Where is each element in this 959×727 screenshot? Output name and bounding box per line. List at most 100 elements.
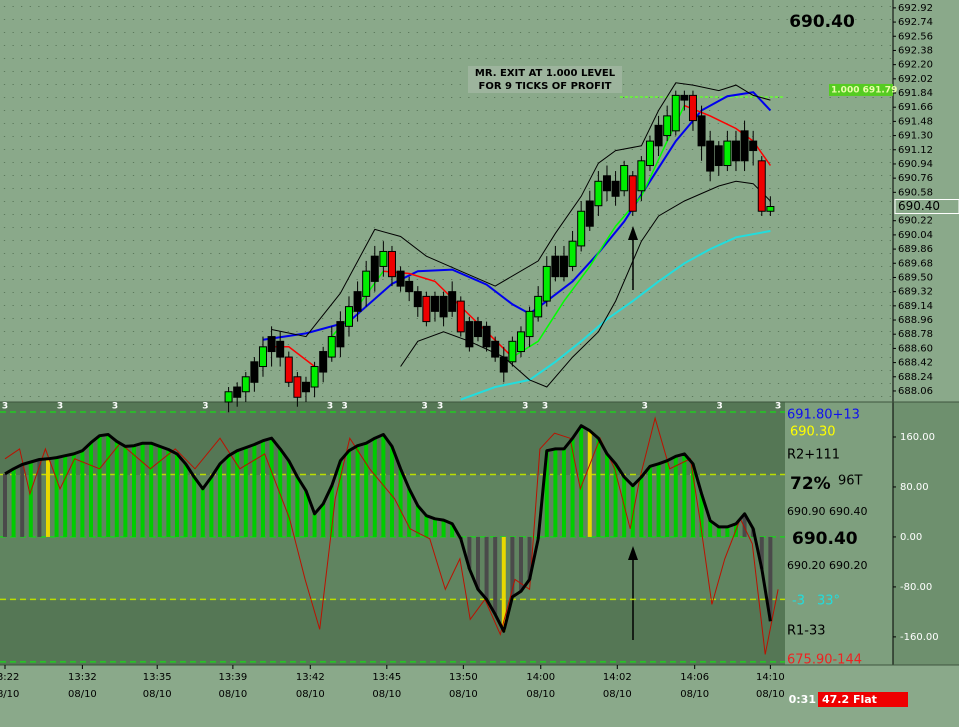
candle-body — [731, 140, 740, 162]
histogram-bar — [587, 430, 592, 537]
y-tick-label: 689.86 — [898, 244, 933, 255]
histogram-bar — [682, 453, 687, 537]
count-marker: 3 — [716, 402, 722, 412]
histogram-bar — [286, 460, 291, 537]
readout-s-price: 675.90-144 — [787, 653, 862, 668]
y-tick-label: 690.76 — [898, 173, 933, 184]
candle-body — [310, 366, 319, 388]
candle-body — [611, 180, 620, 197]
readout-r2-price: 691.80+13 — [787, 408, 860, 423]
candle-body — [568, 240, 577, 267]
candle-body — [465, 321, 474, 348]
oscillator-axis-panel — [893, 402, 959, 665]
histogram-bar — [759, 536, 764, 569]
candle-body — [250, 361, 259, 383]
histogram-bar — [346, 450, 351, 537]
y-tick-label: 692.20 — [898, 60, 933, 71]
histogram-bar — [252, 444, 257, 537]
y-tick-label: 688.06 — [898, 386, 933, 397]
histogram-bar — [372, 438, 377, 537]
histogram-bar — [424, 515, 429, 537]
candle-body — [413, 291, 422, 308]
candle-body — [706, 140, 715, 172]
histogram-bar — [71, 453, 76, 537]
y-tick-label: -80.00 — [900, 582, 932, 593]
candle-body — [439, 295, 448, 318]
candle-body — [749, 140, 758, 152]
x-tick-label: 13:22 — [0, 672, 19, 683]
histogram-bar — [518, 536, 523, 592]
y-tick-label: 690.22 — [898, 216, 933, 227]
histogram-bar — [441, 520, 446, 537]
histogram-bar — [690, 463, 695, 537]
histogram-bar — [768, 536, 773, 622]
histogram-bar — [407, 488, 412, 537]
histogram-bar — [527, 536, 532, 580]
histogram-bar — [725, 526, 730, 537]
histogram-bar — [647, 466, 652, 537]
count-marker: 3 — [202, 402, 208, 412]
candle-body — [301, 381, 310, 393]
histogram-bar — [553, 448, 558, 537]
readout-r1: R1-33 — [787, 624, 826, 639]
last-price-label: 690.40 — [898, 199, 940, 213]
count-marker: 3 — [2, 402, 8, 412]
histogram-bar — [123, 446, 128, 537]
histogram-bar — [131, 445, 136, 537]
candle-body — [284, 356, 293, 383]
y-tick-label: 688.24 — [898, 372, 933, 383]
x-tick-label: 13:50 — [449, 672, 478, 683]
readout-percent: 72% — [790, 474, 831, 494]
x-date-label: 08/10 — [526, 689, 555, 700]
histogram-bar — [510, 536, 515, 597]
y-tick-label: 691.30 — [898, 131, 933, 142]
histogram-bar — [140, 443, 145, 537]
histogram-bar — [312, 513, 317, 537]
readout-bid-ask: 690.90 690.40 — [787, 505, 867, 518]
candle-body — [559, 255, 568, 278]
histogram-bar — [20, 464, 25, 537]
histogram-bar — [493, 536, 498, 615]
candle-body — [430, 295, 439, 312]
y-tick-label: 691.48 — [898, 116, 933, 127]
histogram-bar — [364, 443, 369, 537]
candle-body — [620, 165, 629, 192]
candle-body — [336, 321, 345, 348]
histogram-bar — [114, 441, 119, 537]
exit-level-label: 1.000 691.79 — [831, 85, 897, 95]
histogram-bar — [398, 468, 403, 537]
histogram-bar — [226, 455, 231, 537]
x-date-label: 08/10 — [296, 689, 325, 700]
histogram-bar — [80, 450, 85, 537]
y-tick-label: 692.92 — [898, 3, 933, 14]
candle-body — [327, 336, 336, 358]
count-marker: 3 — [112, 402, 118, 412]
candle-body — [508, 340, 517, 363]
candle-body — [585, 200, 594, 227]
x-tick-label: 14:00 — [526, 672, 555, 683]
candle-body — [233, 386, 242, 398]
histogram-bar — [484, 536, 489, 600]
histogram-bar — [355, 445, 360, 537]
count-marker: 3 — [542, 402, 548, 412]
candle-body — [766, 206, 775, 212]
candle-body — [723, 140, 732, 167]
histogram-bar — [28, 461, 33, 537]
readout-r2: R2+111 — [787, 448, 840, 463]
x-date-label: 08/10 — [0, 689, 19, 700]
histogram-bar — [269, 438, 274, 537]
candle-body — [654, 124, 663, 147]
x-date-label: 08/10 — [603, 689, 632, 700]
candle-body — [387, 250, 396, 278]
histogram-bar — [149, 443, 154, 537]
count-marker: 3 — [327, 402, 333, 412]
histogram-bar — [217, 463, 222, 537]
candle-body — [448, 291, 457, 312]
histogram-bar — [295, 476, 300, 537]
histogram-bar — [200, 488, 205, 537]
histogram-bar — [45, 458, 50, 537]
y-tick-label: 689.68 — [898, 258, 933, 269]
histogram-bar — [467, 536, 472, 569]
annotation: FOR 9 TICKS OF PROFIT — [479, 81, 612, 92]
candle-body — [258, 346, 267, 368]
